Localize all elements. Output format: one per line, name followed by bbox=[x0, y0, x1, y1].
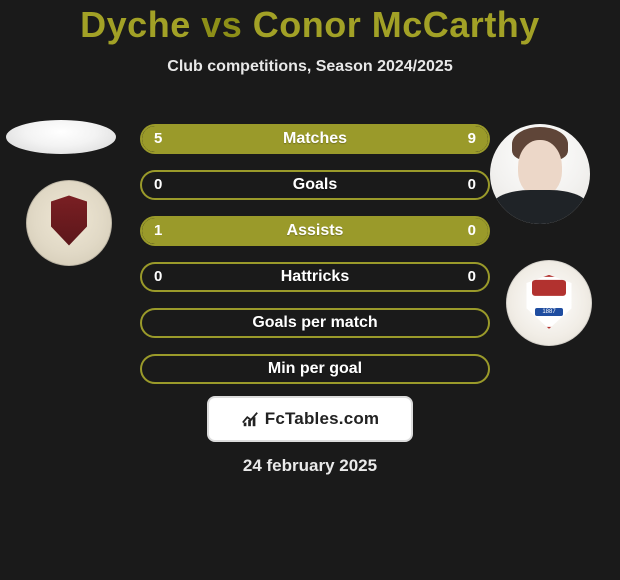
stat-value-right: 0 bbox=[468, 172, 476, 198]
stat-row-matches: 5 Matches 9 bbox=[140, 124, 490, 154]
title-vs: vs bbox=[201, 4, 242, 45]
comparison-card: Dyche vs Conor McCarthy Club competition… bbox=[0, 0, 620, 580]
fctables-chart-icon bbox=[241, 410, 259, 428]
title-player-1: Dyche bbox=[80, 4, 191, 45]
player-1-club-badge bbox=[26, 180, 112, 266]
player-2-avatar bbox=[490, 124, 590, 224]
stat-label: Min per goal bbox=[142, 356, 488, 382]
player-1-avatar bbox=[6, 120, 116, 154]
title-player-2: Conor McCarthy bbox=[253, 4, 540, 45]
stat-label: Goals bbox=[142, 172, 488, 198]
shield-icon bbox=[524, 275, 574, 329]
attribution-box: FcTables.com bbox=[207, 396, 413, 442]
stat-row-assists: 1 Assists 0 bbox=[140, 216, 490, 246]
badge-year: 1887 bbox=[535, 308, 563, 316]
attribution-text: FcTables.com bbox=[265, 409, 380, 429]
stat-row-goals-per-match: Goals per match bbox=[140, 308, 490, 338]
subtitle: Club competitions, Season 2024/2025 bbox=[0, 58, 620, 76]
stat-value-right: 0 bbox=[468, 218, 476, 244]
avatar-face bbox=[518, 140, 562, 196]
date-text: 24 february 2025 bbox=[0, 456, 620, 476]
stat-value-right: 9 bbox=[468, 126, 476, 152]
page-title: Dyche vs Conor McCarthy bbox=[0, 4, 620, 46]
stats-list: 5 Matches 9 0 Goals 0 1 Assists 0 0 Hatt… bbox=[140, 124, 490, 400]
shield-icon bbox=[49, 196, 89, 246]
stat-row-goals: 0 Goals 0 bbox=[140, 170, 490, 200]
avatar-shoulders bbox=[492, 190, 588, 224]
stat-label: Assists bbox=[142, 218, 488, 244]
stat-row-hattricks: 0 Hattricks 0 bbox=[140, 262, 490, 292]
stat-value-right: 0 bbox=[468, 264, 476, 290]
stat-row-min-per-goal: Min per goal bbox=[140, 354, 490, 384]
player-2-club-badge: 1887 bbox=[506, 260, 592, 346]
stat-label: Goals per match bbox=[142, 310, 488, 336]
stat-label: Matches bbox=[142, 126, 488, 152]
stat-label: Hattricks bbox=[142, 264, 488, 290]
